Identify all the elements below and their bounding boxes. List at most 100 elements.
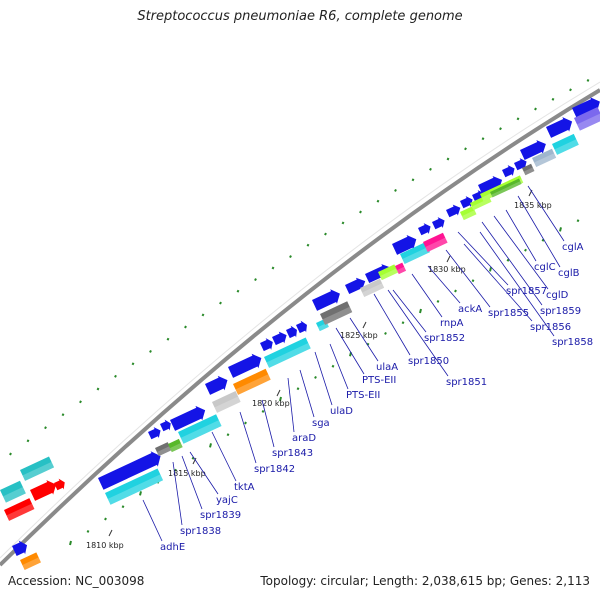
gene-box [460, 206, 477, 221]
gene-label-spr1839: spr1839 [200, 510, 241, 521]
gene-label-cgld: cglD [546, 290, 569, 301]
gene-label-acka: ackA [458, 304, 482, 315]
kbp-tick-label: 1820 kbp [252, 399, 290, 408]
gene-label-spr1838: spr1838 [180, 526, 221, 537]
gene-box [360, 278, 385, 298]
gene-arrow [432, 217, 445, 230]
gene-arrow [460, 196, 473, 209]
gene-box [532, 148, 557, 168]
gene-box [264, 337, 311, 368]
gene-box [233, 368, 271, 395]
gene-arrow-shape [228, 353, 262, 378]
gene-box-shade [107, 474, 164, 505]
map-title: Streptococcus pneumoniae R6, complete ge… [137, 9, 463, 24]
gene-box-shade [523, 167, 535, 176]
kbp-tick-mark [446, 255, 451, 263]
gene-arrow-shape [446, 204, 461, 218]
gc-dash-outer [359, 210, 362, 214]
gene-box-shade [22, 461, 55, 481]
gene-arrow [514, 158, 527, 171]
gene-box-shade [425, 237, 448, 252]
gc-dash-outer [149, 349, 152, 353]
kbp-tick-mark [108, 529, 113, 537]
gene-arrow [205, 375, 228, 395]
gc-dash-inner [559, 227, 562, 232]
gene-box-shape [20, 456, 55, 481]
kbp-tick-label: 1830 kbp [428, 265, 466, 274]
gene-arrow [296, 320, 307, 334]
gc-dash-outer [499, 127, 502, 131]
gene-box-shape [532, 148, 557, 168]
gc-dash-outer [114, 374, 117, 378]
gene-label-spr1843: spr1843 [272, 448, 313, 459]
gene-box [378, 264, 399, 281]
gene-label-spr1842: spr1842 [254, 464, 295, 475]
gc-dash-outer [411, 178, 415, 182]
gene-arrow-shape [572, 97, 600, 119]
gene-arrow [502, 165, 515, 178]
gc-dash-outer [96, 387, 100, 391]
gene-leader-line [189, 451, 219, 495]
gene-box-shade [396, 266, 407, 275]
gene-box-shape [212, 391, 241, 413]
gene-arrow [272, 331, 287, 346]
gene-box [20, 456, 55, 481]
gc-dash-inner [506, 258, 510, 262]
gene-arrow-shape [546, 117, 573, 138]
gene-box [168, 438, 183, 453]
gc-dash-outer [131, 362, 135, 366]
gene-leader-line [239, 411, 257, 464]
gc-dash-inner [174, 468, 177, 472]
gc-dash-outer [236, 289, 240, 293]
gene-box [20, 552, 41, 570]
gene-arrow-shape [98, 451, 161, 490]
gc-dash-outer [376, 199, 380, 203]
gene-label-spr1859: spr1859 [540, 306, 581, 317]
gene-box-shape [0, 480, 26, 503]
gene-box [395, 262, 407, 275]
gene-arrow [286, 325, 297, 339]
gc-dash-outer [394, 188, 397, 192]
kbp-tick-label: 1810 kbp [86, 541, 124, 550]
gene-box [155, 442, 172, 457]
gene-leader-line [387, 289, 449, 377]
gene-box-shape [20, 552, 41, 570]
gene-label-cglc: cglC [534, 262, 556, 273]
gene-arrow [12, 540, 28, 556]
gene-box [4, 498, 35, 521]
gc-dash-outer [586, 78, 590, 82]
gene-box [400, 242, 431, 264]
gene-box-shape [233, 368, 271, 395]
gene-arrow [345, 277, 366, 295]
gene-arrow [520, 140, 546, 160]
gene-arrow-shape [170, 405, 206, 431]
gc-dash-outer [26, 439, 30, 443]
gene-box-shade [379, 268, 399, 281]
gene-leader-line [211, 431, 237, 482]
gc-dash-outer [306, 243, 310, 247]
gene-arrow-shape [54, 478, 65, 491]
gene-arrow [572, 97, 600, 119]
gene-arrow-shape [365, 264, 391, 284]
gene-box-shape [264, 337, 311, 368]
gene-arrow-shape [345, 277, 366, 295]
gene-arrow-shape [312, 289, 340, 311]
gene-leader-line [427, 265, 461, 304]
gene-arrow-shape [296, 320, 307, 334]
gene-arrow [160, 419, 171, 432]
gene-box-shade [169, 443, 183, 453]
gene-label-spr1851: spr1851 [446, 377, 487, 388]
gene-label-rnpa: rnpA [440, 318, 464, 329]
gene-box-shade [156, 446, 172, 457]
gene-box-shape [400, 242, 431, 264]
gene-box-shade [554, 139, 579, 155]
gc-dash-outer [324, 232, 327, 236]
gene-box [423, 232, 448, 252]
gene-box [574, 107, 600, 131]
gene-arrow [170, 405, 206, 431]
gene-box-shade [461, 210, 477, 221]
gc-dash-outer [534, 107, 537, 111]
gc-dash-outer [481, 137, 485, 141]
gene-box-shade [214, 396, 241, 413]
gc-dash-outer [516, 117, 520, 121]
